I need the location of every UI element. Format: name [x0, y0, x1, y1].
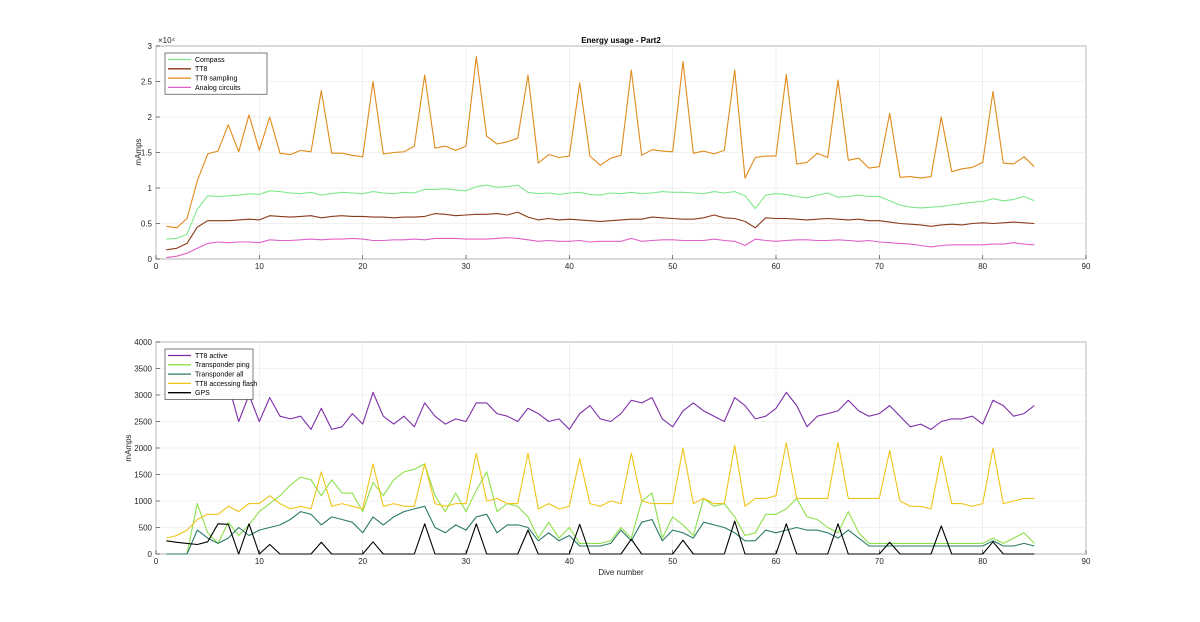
- legend-label: TT8 accessing flash: [195, 381, 257, 388]
- series-line-compass: [166, 184, 1035, 240]
- x-tick-label: 90: [1082, 262, 1091, 271]
- energy-usage-top-axes: 0 10 20 30 40 50 60 70 80 90 0 0.5 1 1.5 2 2.5 3 Energy …: [134, 36, 1091, 271]
- y-tick-label: 1000: [134, 497, 152, 506]
- legend-label: Transponder all: [195, 372, 244, 379]
- y-tick-label: 1500: [134, 471, 152, 480]
- y-tick-label: 1: [148, 184, 153, 193]
- series-line-tt8-accessing-flash: [166, 442, 1035, 539]
- chart-title: Energy usage - Part2: [581, 36, 661, 45]
- series-line-transponder-all: [166, 505, 1035, 555]
- x-tick-label: 90: [1082, 557, 1091, 566]
- x-tick-label: 10: [255, 557, 264, 566]
- x-tick-label: 30: [462, 262, 471, 271]
- series-line-transponder-ping: [166, 463, 1035, 555]
- y-tick-label: 2000: [134, 444, 152, 453]
- x-tick-label: 60: [772, 557, 781, 566]
- x-tick-label: 0: [154, 262, 159, 271]
- y-tick-label: 0.5: [141, 220, 153, 229]
- y-exponent-label: ×10⁴: [158, 36, 176, 45]
- legend-label: GPS: [195, 390, 210, 397]
- legend-label: Analog circuits: [195, 85, 241, 92]
- y-tick-label: 4000: [134, 338, 152, 347]
- x-tick-label: 80: [978, 262, 987, 271]
- x-tick-label: 80: [978, 557, 987, 566]
- x-axis-label: Dive number: [598, 568, 644, 577]
- y-tick-label: 3500: [134, 365, 152, 374]
- y-tick-label: 2.5: [141, 78, 153, 87]
- y-tick-label: 2: [148, 113, 153, 122]
- x-tick-label: 70: [875, 557, 884, 566]
- series-line-tt8: [166, 211, 1035, 251]
- energy-usage-bottom-axes: 0 10 20 30 40 50 60 70 80 90 0 500 1000 1500 2000 2500 3…: [124, 338, 1091, 577]
- y-tick-label: 2500: [134, 418, 152, 427]
- legend-label: Compass: [195, 57, 225, 64]
- series-line-gps: [166, 520, 1035, 555]
- series-line-tt8-sampling: [166, 56, 1035, 229]
- x-tick-label: 20: [358, 557, 367, 566]
- x-tick-label: 0: [154, 557, 159, 566]
- x-tick-label: 50: [668, 262, 677, 271]
- y-tick-label: 1.5: [141, 149, 153, 158]
- y-axis-label-top: mAmps: [134, 138, 143, 165]
- x-tick-label: 30: [462, 557, 471, 566]
- x-tick-label: 40: [565, 557, 574, 566]
- x-tick-label: 20: [358, 262, 367, 271]
- y-axis-label-bottom: mAmps: [124, 434, 133, 461]
- series-line-tt8-active: [227, 384, 1035, 430]
- y-tick-label: 3: [148, 42, 153, 51]
- legend-label: TT8 active: [195, 353, 228, 360]
- x-tick-label: 70: [875, 262, 884, 271]
- y-tick-label: 500: [139, 524, 153, 533]
- legend-label: TT8: [195, 66, 208, 73]
- legend-label: TT8 sampling: [195, 76, 238, 83]
- legend-label: Transponder ping: [195, 362, 250, 369]
- y-tick-label: 0: [148, 255, 153, 264]
- series-line-analog-circuits: [166, 237, 1035, 259]
- y-tick-label: 0: [148, 550, 153, 559]
- x-tick-label: 40: [565, 262, 574, 271]
- y-tick-label: 3000: [134, 391, 152, 400]
- x-tick-label: 10: [255, 262, 264, 271]
- x-tick-label: 60: [772, 262, 781, 271]
- x-tick-label: 50: [668, 557, 677, 566]
